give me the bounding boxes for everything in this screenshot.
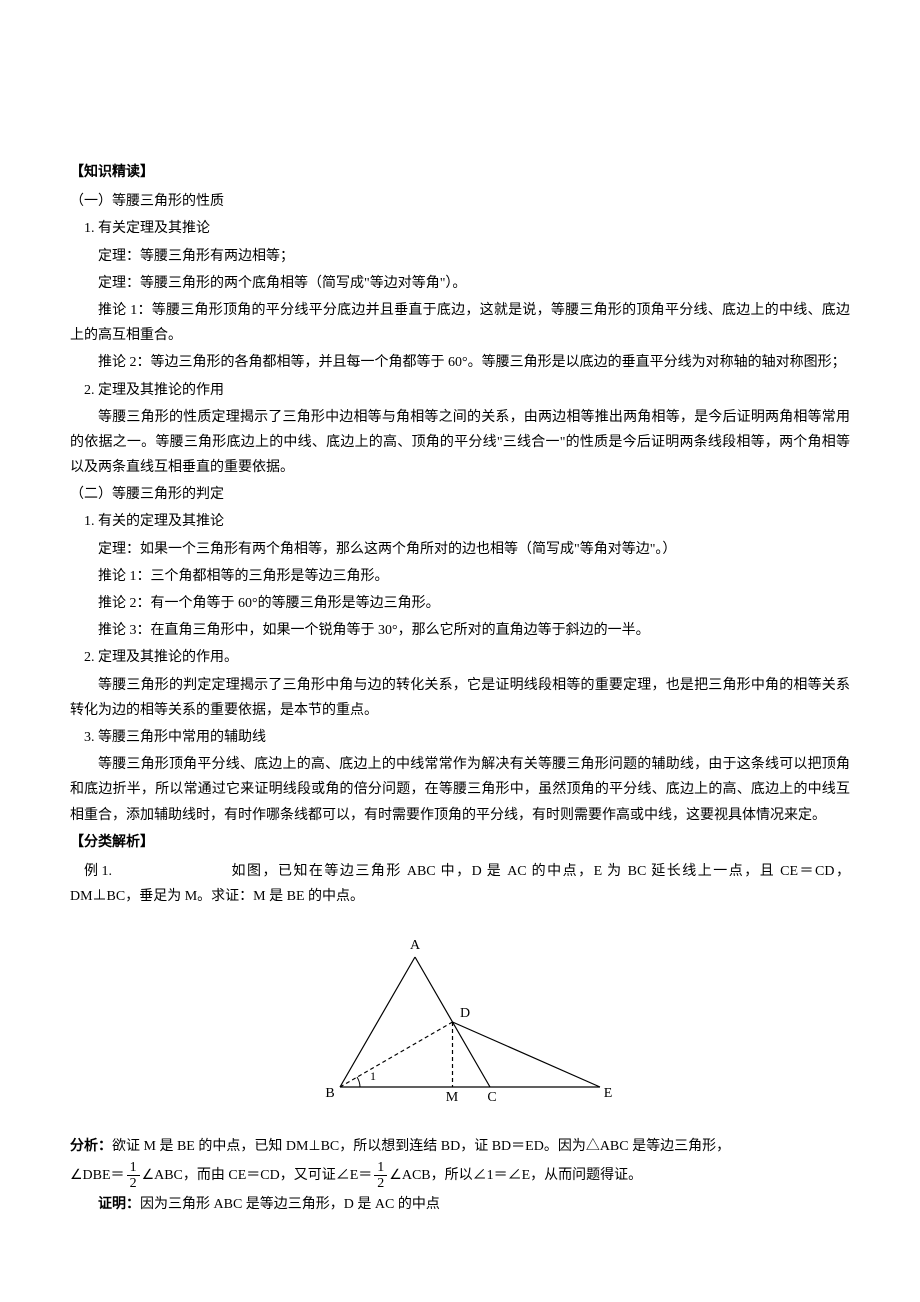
theorem2: 定理：等腰三角形的两个底角相等（简写成"等边对等角"）。 bbox=[70, 271, 850, 296]
triangle-diagram: A B C D E M 1 bbox=[260, 917, 660, 1117]
label-E: E bbox=[604, 1086, 613, 1101]
label-D: D bbox=[460, 1006, 470, 1021]
section2-header: 【分类解析】 bbox=[70, 830, 850, 855]
proof-line: 证明：因为三角形 ABC 是等边三角形，D 是 AC 的中点 bbox=[70, 1192, 850, 1217]
corollary3: 推论 1：三个角都相等的三角形是等边三角形。 bbox=[70, 564, 850, 589]
analysis-line2: ∠DBE＝12∠ABC，而由 CE＝CD，又可证∠E＝12∠ACB，所以∠1＝∠… bbox=[70, 1160, 850, 1192]
frac-num-2: 1 bbox=[374, 1160, 387, 1176]
analysis-line1: 分析：欲证 M 是 BE 的中点，已知 DM⊥BC，所以想到连结 BD，证 BD… bbox=[70, 1134, 850, 1159]
fraction-1: 12 bbox=[127, 1160, 140, 1192]
analysis-text: 欲证 M 是 BE 的中点，已知 DM⊥BC，所以想到连结 BD，证 BD＝ED… bbox=[112, 1139, 730, 1154]
theorem3: 定理：如果一个三角形有两个角相等，那么这两个角所对的边也相等（简写成"等角对等边… bbox=[70, 537, 850, 562]
frac-den-2: 2 bbox=[374, 1176, 387, 1191]
theorem1: 定理：等腰三角形有两边相等； bbox=[70, 244, 850, 269]
item5-header: 3. 等腰三角形中常用的辅助线 bbox=[70, 725, 850, 750]
part2-header: （二）等腰三角形的判定 bbox=[70, 482, 850, 507]
label-M: M bbox=[446, 1090, 459, 1105]
analysis-p1: ∠DBE＝ bbox=[70, 1168, 125, 1183]
label-1: 1 bbox=[370, 1069, 376, 1083]
item1-header: 1. 有关定理及其推论 bbox=[70, 216, 850, 241]
label-B: B bbox=[325, 1086, 334, 1101]
label-C: C bbox=[487, 1090, 496, 1105]
fraction-2: 12 bbox=[374, 1160, 387, 1192]
analysis-p2: ∠ABC，而由 CE＝CD，又可证∠E＝ bbox=[142, 1168, 373, 1183]
example-num: 例 1. bbox=[70, 859, 230, 884]
item2-header: 2. 定理及其推论的作用 bbox=[70, 378, 850, 403]
part1-header: （一）等腰三角形的性质 bbox=[70, 189, 850, 214]
label-A: A bbox=[410, 938, 421, 953]
corollary5: 推论 3：在直角三角形中，如果一个锐角等于 30°，那么它所对的直角边等于斜边的… bbox=[70, 618, 850, 643]
corollary4: 推论 2：有一个角等于 60°的等腰三角形是等边三角形。 bbox=[70, 591, 850, 616]
proof-label: 证明： bbox=[98, 1197, 140, 1212]
angle-1-arc bbox=[357, 1077, 360, 1087]
analysis-label: 分析： bbox=[70, 1139, 112, 1154]
item5-body: 等腰三角形顶角平分线、底边上的高、底边上的中线常常作为解决有关等腰三角形问题的辅… bbox=[70, 752, 850, 828]
proof-text: 因为三角形 ABC 是等边三角形，D 是 AC 的中点 bbox=[140, 1197, 440, 1212]
corollary1: 推论 1：等腰三角形顶角的平分线平分底边并且垂直于底边，这就是说，等腰三角形的顶… bbox=[70, 298, 850, 348]
item2-body: 等腰三角形的性质定理揭示了三角形中边相等与角相等之间的关系，由两边相等推出两角相… bbox=[70, 405, 850, 481]
frac-den: 2 bbox=[127, 1176, 140, 1191]
section1-header: 【知识精读】 bbox=[70, 160, 850, 185]
analysis-p3: ∠ACB，所以∠1＝∠E，从而问题得证。 bbox=[389, 1168, 642, 1183]
line-DE bbox=[453, 1022, 601, 1087]
frac-num: 1 bbox=[127, 1160, 140, 1176]
corollary2: 推论 2：等边三角形的各角都相等，并且每一个角都等于 60°。等腰三角形是以底边… bbox=[70, 350, 850, 375]
geometry-figure: A B C D E M 1 bbox=[70, 917, 850, 1126]
item4-body: 等腰三角形的判定定理揭示了三角形中角与边的转化关系，它是证明线段相等的重要定理，… bbox=[70, 673, 850, 723]
item4-header: 2. 定理及其推论的作用。 bbox=[70, 645, 850, 670]
example-block: 例 1.如图，已知在等边三角形 ABC 中，D 是 AC 的中点，E 为 BC … bbox=[70, 859, 850, 909]
line-BA bbox=[340, 957, 415, 1087]
item3-header: 1. 有关的定理及其推论 bbox=[70, 509, 850, 534]
